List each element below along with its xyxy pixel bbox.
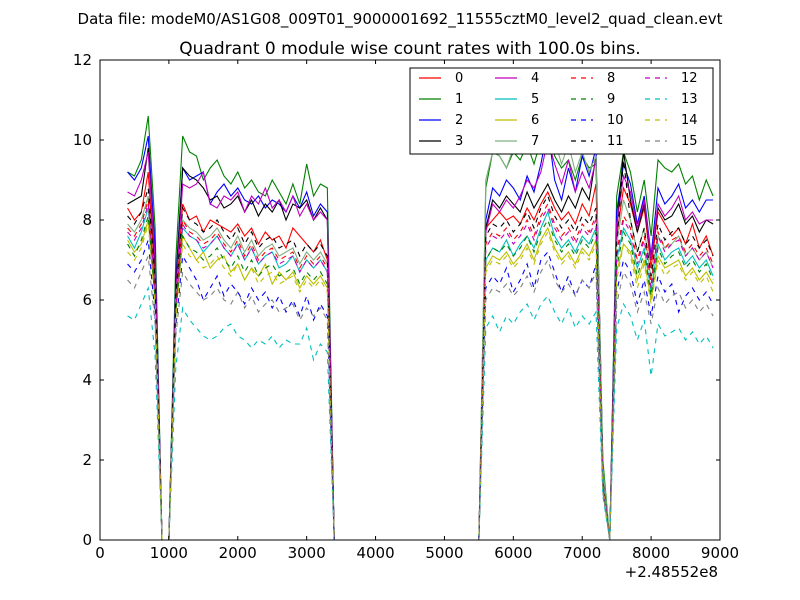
x-offset-label: +2.48552e8 <box>625 563 718 581</box>
series-line-10 <box>127 239 714 540</box>
legend-label-4: 4 <box>531 71 539 86</box>
legend-label-11: 11 <box>607 134 624 149</box>
y-tick-label: 10 <box>73 131 92 149</box>
legend-label-13: 13 <box>681 92 698 107</box>
series-line-5 <box>127 207 714 540</box>
x-tick-label: 8000 <box>632 544 670 562</box>
legend-label-5: 5 <box>531 92 539 107</box>
legend-label-8: 8 <box>607 71 615 86</box>
series-line-9 <box>127 215 714 540</box>
legend-label-2: 2 <box>455 113 463 128</box>
series-line-6 <box>127 219 714 540</box>
series-line-11 <box>127 159 714 540</box>
legend-frame <box>409 67 714 155</box>
x-tick-label: 0 <box>95 544 105 562</box>
legend-label-6: 6 <box>531 113 539 128</box>
series-line-13 <box>127 285 714 540</box>
x-tick-label: 6000 <box>494 544 532 562</box>
x-tick-label: 2000 <box>219 544 257 562</box>
axis-ticks: 0 1000 2000 3000 4000 5000 6000 7000 8000 9000 0 2 4… <box>73 51 739 562</box>
y-tick-label: 12 <box>73 51 92 69</box>
legend-label-7: 7 <box>531 134 539 149</box>
series-line-4 <box>127 139 714 540</box>
series-line-14 <box>127 223 714 540</box>
x-tick-label: 1000 <box>150 544 188 562</box>
series-line-15 <box>127 253 714 540</box>
series-line-0 <box>127 171 714 540</box>
chart-suptitle: Data file: modeM0/AS1G08_009T01_90000016… <box>78 10 723 29</box>
chart-title: Quadrant 0 module wise count rates with … <box>179 39 640 59</box>
y-tick-label: 6 <box>82 291 92 309</box>
y-tick-label: 8 <box>82 211 92 229</box>
legend-label-12: 12 <box>681 71 698 86</box>
x-tick-label: 4000 <box>356 544 394 562</box>
x-tick-label: 3000 <box>288 544 326 562</box>
series-line-8 <box>127 199 714 540</box>
legend-label-14: 14 <box>681 113 698 128</box>
legend-label-9: 9 <box>607 92 615 107</box>
legend-label-15: 15 <box>681 134 698 149</box>
legend-label-0: 0 <box>455 71 463 86</box>
x-tick-label: 5000 <box>425 544 463 562</box>
series-layer <box>127 111 714 540</box>
x-tick-label: 9000 <box>701 544 739 562</box>
x-tick-label: 7000 <box>563 544 601 562</box>
legend-label-1: 1 <box>455 92 463 107</box>
y-tick-label: 2 <box>82 451 92 469</box>
series-line-12 <box>127 203 714 540</box>
series-line-2 <box>127 127 714 540</box>
y-tick-label: 4 <box>82 371 92 389</box>
y-tick-label: 0 <box>82 531 92 549</box>
legend-label-3: 3 <box>455 134 463 149</box>
legend-label-10: 10 <box>607 113 624 128</box>
